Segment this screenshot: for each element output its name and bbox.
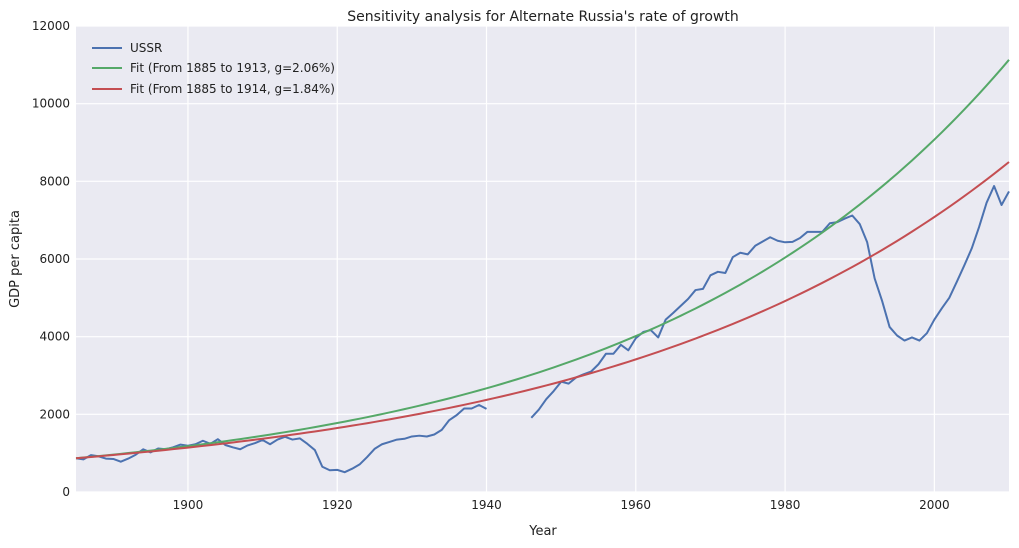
grid [76, 25, 1009, 493]
series-line-ussr-segment-1 [75, 404, 487, 474]
series-line-ussr-segment-2 [530, 184, 1010, 419]
x-tick-label: 1900 [173, 498, 204, 512]
legend: USSR Fit (From 1885 to 1913, g=2.06%) Fi… [92, 41, 335, 96]
legend-label-fit-1914: Fit (From 1885 to 1914, g=1.84%) [130, 82, 335, 96]
legend-label-ussr: USSR [130, 41, 162, 55]
x-tick-label: 1960 [621, 498, 652, 512]
series-line-fit-from-1885-to-1914-g-1-84 [75, 161, 1010, 460]
series-layer [75, 59, 1010, 474]
x-tick-label: 1940 [471, 498, 502, 512]
legend-label-fit-1913: Fit (From 1885 to 1913, g=2.06%) [130, 61, 335, 75]
x-tick-label: 1920 [322, 498, 353, 512]
x-tick-label: 1980 [770, 498, 801, 512]
y-tick-label: 2000 [39, 407, 70, 421]
x-tick-labels: 1900 1920 1940 1960 1980 2000 [173, 498, 950, 512]
y-tick-label: 10000 [32, 97, 70, 111]
chart-title: Sensitivity analysis for Alternate Russi… [347, 9, 738, 25]
y-tick-label: 6000 [39, 252, 70, 266]
y-tick-label: 8000 [39, 174, 70, 188]
y-tick-label: 4000 [39, 330, 70, 344]
series-line-fit-from-1885-to-1913-g-2-06 [75, 59, 1010, 460]
y-tick-label: 12000 [32, 19, 70, 33]
y-axis-label: GDP per capita [8, 210, 23, 308]
x-tick-label: 2000 [919, 498, 950, 512]
y-tick-labels: 0 2000 4000 6000 8000 10000 12000 [32, 19, 70, 499]
x-axis-label: Year [528, 524, 557, 539]
y-tick-label: 0 [62, 485, 70, 499]
